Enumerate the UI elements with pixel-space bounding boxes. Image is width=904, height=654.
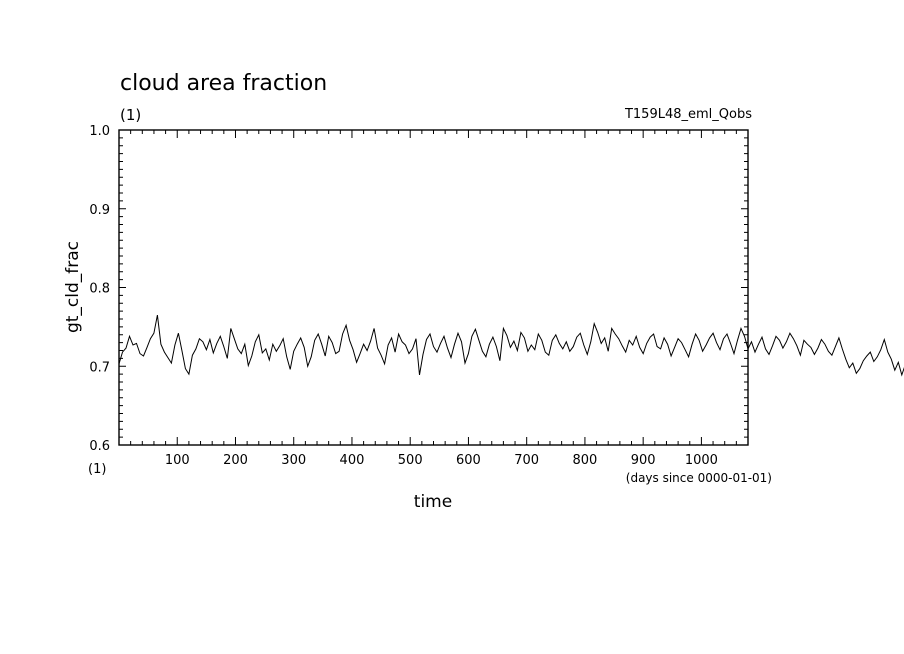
axis-ticks bbox=[119, 129, 748, 446]
y-tick-label: 1.0 bbox=[89, 124, 110, 139]
x-unit-note: (days since 0000-01-01) bbox=[626, 471, 772, 485]
title-unit: (1) bbox=[120, 106, 141, 124]
y-tick-label: 0.9 bbox=[89, 203, 110, 218]
x-tick-label: 800 bbox=[573, 453, 598, 468]
x-tick-label: 400 bbox=[340, 453, 365, 468]
run-name: T159L48_eml_Qobs bbox=[624, 107, 752, 122]
x-tick-label: 100 bbox=[165, 453, 190, 468]
plot-frame bbox=[118, 129, 749, 446]
y-tick-label: 0.7 bbox=[89, 360, 110, 375]
x-axis-label: time bbox=[414, 492, 452, 512]
x-tick-labels: 100 200 300 400 500 600 700 800 900 1000 bbox=[165, 453, 718, 468]
x-tick-label: 300 bbox=[281, 453, 306, 468]
y-tick-labels: 0.6 0.7 0.8 0.9 1.0 bbox=[89, 124, 110, 454]
x-tick-label: 500 bbox=[398, 453, 423, 468]
series-line bbox=[118, 315, 904, 377]
x-tick-label: 700 bbox=[514, 453, 539, 468]
x-tick-label: 900 bbox=[631, 453, 656, 468]
x-tick-label: 200 bbox=[223, 453, 248, 468]
y-tick-label: 0.6 bbox=[89, 439, 110, 454]
y-axis-label: gt_cld_frac bbox=[63, 241, 83, 333]
x-tick-label: 600 bbox=[456, 453, 481, 468]
chart-title: cloud area fraction bbox=[120, 71, 327, 96]
x-unit: (1) bbox=[88, 462, 106, 477]
y-tick-label: 0.8 bbox=[89, 282, 110, 297]
x-tick-label: 1000 bbox=[685, 453, 718, 468]
